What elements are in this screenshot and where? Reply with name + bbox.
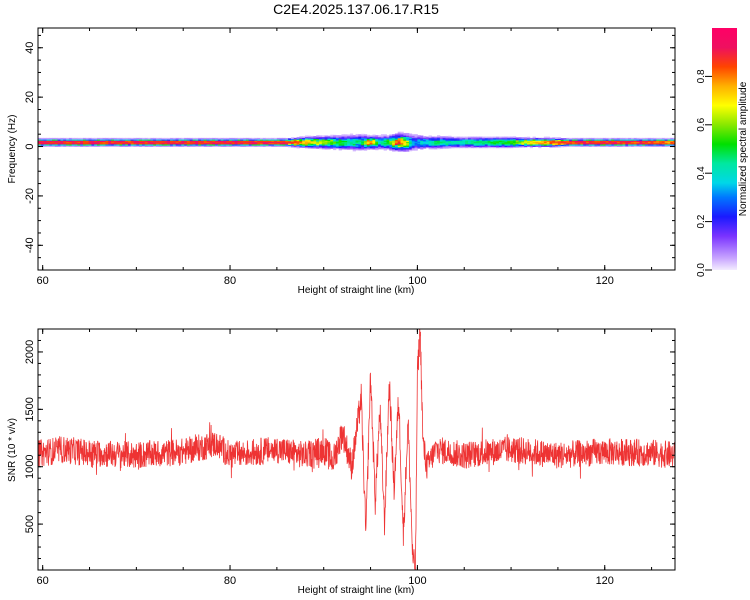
colorbar: 0.0 0.2 0.4 0.6 0.8 Normalized spectral ampl… bbox=[696, 28, 749, 277]
colorbar-tick-label: 0.2 bbox=[696, 214, 707, 228]
colorbar-tick-label: 0.4 bbox=[696, 166, 707, 180]
spectrogram-xlabel: Height of straight line (km) bbox=[298, 285, 415, 296]
snr-ytick-label: 1000 bbox=[24, 454, 36, 478]
snr-ytick-label: 1500 bbox=[24, 397, 36, 421]
snr-frame bbox=[37, 328, 676, 571]
colorbar-tick-label: 0.6 bbox=[696, 117, 707, 131]
snr-ylabel: SNR (10 * v/v) bbox=[7, 418, 18, 482]
colorbar-label: Normalized spectral amplitude bbox=[738, 81, 749, 216]
spectrogram-ytick-label: 20 bbox=[24, 91, 36, 103]
colorbar-tick-label: 0.0 bbox=[696, 263, 707, 277]
spectrogram-frame bbox=[37, 27, 676, 271]
snr-xtick-label: 80 bbox=[224, 575, 236, 587]
snr-panel: 60 80 100 120 500 1000 1500 2000 Height of stra… bbox=[7, 328, 676, 596]
spectrogram-ytick-label: -40 bbox=[24, 237, 36, 253]
snr-xtick-label: 100 bbox=[408, 575, 426, 587]
snr-ytick-label: 500 bbox=[24, 515, 36, 533]
spectrogram-xtick-label: 80 bbox=[224, 275, 236, 287]
snr-xtick-label: 120 bbox=[596, 575, 614, 587]
spectrogram-panel: 60 80 100 120 -40 -20 0 20 40 Height of straight… bbox=[7, 27, 676, 296]
colorbar-gradient bbox=[712, 28, 737, 270]
spectrogram-ytick-label: 40 bbox=[24, 42, 36, 54]
snr-xlabel: Height of straight line (km) bbox=[298, 585, 415, 596]
spectrogram-ytick-label: -20 bbox=[24, 188, 36, 204]
snr-ytick-label: 2000 bbox=[24, 340, 36, 364]
spectrogram-heatmap bbox=[38, 131, 675, 152]
colorbar-tick-label: 0.8 bbox=[696, 69, 707, 83]
colorbar-ticks: 0.0 0.2 0.4 0.6 0.8 bbox=[696, 69, 712, 277]
spectrogram-axis-ticks: 60 80 100 120 -40 -20 0 20 40 bbox=[24, 28, 675, 287]
spectrogram-xtick-label: 60 bbox=[37, 275, 49, 287]
chart-title: C2E4.2025.137.06.17.R15 bbox=[273, 1, 439, 17]
spectrogram-ytick-label: 0 bbox=[24, 143, 36, 149]
spectrogram-xtick-label: 100 bbox=[408, 275, 426, 287]
spectrogram-xtick-label: 120 bbox=[596, 275, 614, 287]
snr-axis-ticks: 60 80 100 120 500 1000 1500 2000 bbox=[24, 328, 675, 587]
snr-series-line bbox=[38, 329, 675, 570]
spectrogram-ylabel: Frequency (Hz) bbox=[7, 115, 18, 184]
snr-xtick-label: 60 bbox=[37, 575, 49, 587]
